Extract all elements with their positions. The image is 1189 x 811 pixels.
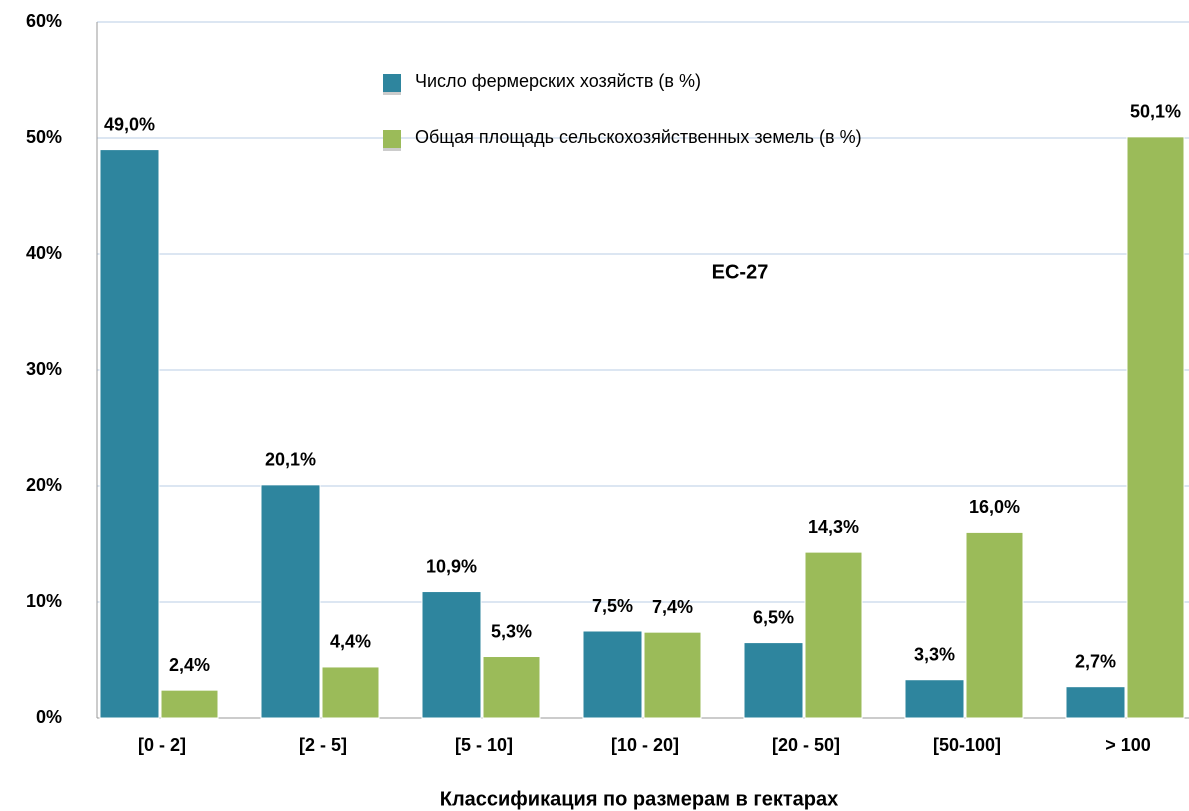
y-tick-label: 30% [26,359,62,379]
y-tick-label: 20% [26,475,62,495]
legend: Число фермерских хозяйств (в %) Общая пло… [383,71,875,184]
legend-label: Общая площадь сельскохозяйственных земел… [415,127,862,147]
bar [1126,136,1185,719]
x-tick-label: [20 - 50] [772,735,840,755]
bar [160,689,219,719]
x-tick-label: [50-100] [933,735,1001,755]
bar [260,484,321,719]
chart-title: ЕС-27 [712,261,769,283]
legend-swatch [383,74,401,92]
x-tick-label: > 100 [1105,735,1151,755]
x-tick-label: [5 - 10] [455,735,513,755]
value-label: 4,4% [330,632,371,652]
y-tick-label: 50% [26,127,62,147]
legend-item: Общая площадь сельскохозяйственных земел… [383,127,875,150]
y-tick-label: 0% [36,707,62,727]
value-label: 49,0% [104,114,155,134]
bar [743,642,804,719]
bar [904,679,965,719]
value-label: 7,5% [592,596,633,616]
bar [965,531,1024,719]
value-label: 6,5% [753,607,794,627]
bar [582,630,643,719]
value-label: 2,4% [169,655,210,675]
value-label: 50,1% [1130,102,1181,122]
value-label: 5,3% [491,621,532,641]
bar [643,631,702,719]
x-tick-label: [2 - 5] [299,735,347,755]
value-label: 2,7% [1075,651,1116,671]
bar [321,666,380,719]
value-label: 20,1% [265,450,316,470]
legend-item: Число фермерских хозяйств (в %) [383,71,875,94]
value-label: 7,4% [652,597,693,617]
x-axis-label: Классификация по размерам в гектарах [440,788,839,810]
value-label: 14,3% [808,517,859,537]
legend-swatch [383,130,401,148]
x-tick-label: [10 - 20] [611,735,679,755]
bar [1065,686,1126,719]
bar [99,149,160,719]
y-tick-label: 10% [26,591,62,611]
y-tick-label: 60% [26,11,62,31]
bar [421,591,482,719]
legend-label: Число фермерских хозяйств (в %) [415,71,701,91]
value-label: 16,0% [969,497,1020,517]
value-label: 3,3% [914,644,955,664]
bar [804,551,863,719]
y-tick-label: 40% [26,243,62,263]
value-label: 10,9% [426,556,477,576]
x-tick-label: [0 - 2] [138,735,186,755]
bar [482,656,541,719]
